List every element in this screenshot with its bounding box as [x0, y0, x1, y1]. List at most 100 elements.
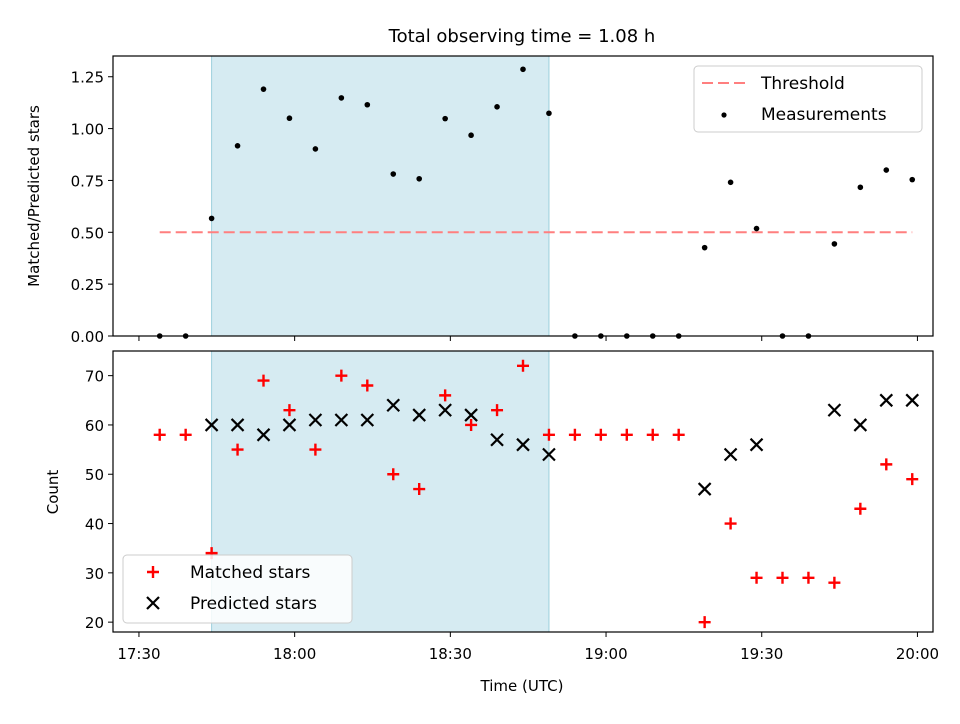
matched-star-point — [465, 418, 478, 431]
matched-star-point — [776, 571, 789, 584]
predicted-star-point — [360, 413, 375, 427]
predicted-star-point — [334, 413, 349, 427]
matched-star-point — [439, 389, 452, 402]
bottom-y-tick-label: 30 — [85, 565, 104, 583]
x-tick-label: 19:00 — [584, 645, 627, 663]
matched-star-point — [620, 428, 633, 441]
bottom-legend-box — [122, 554, 353, 624]
top-y-ticks: 0.00 0.25 0.50 0.75 1.00 1.25 — [71, 69, 113, 346]
legend-matched-swatch — [147, 566, 159, 578]
predicted-star-point — [697, 482, 712, 496]
matched-star-point — [880, 458, 893, 471]
matched-star-point — [802, 571, 815, 584]
measurement-point — [416, 175, 423, 182]
predicted-star-point — [827, 403, 842, 417]
predicted-star-point — [282, 418, 297, 432]
predicted-star-point — [490, 432, 504, 447]
predicted-star-point — [723, 447, 738, 462]
predicted-star-point — [308, 413, 323, 427]
predicted-star-point — [386, 398, 401, 413]
x-tick-label: 17:30 — [117, 645, 160, 663]
matched-star-point — [750, 571, 763, 584]
measurement-point — [857, 184, 864, 191]
predicted-star-point — [256, 428, 271, 442]
matched-star-point — [153, 428, 166, 441]
top-y-tick-label: 0.00 — [71, 328, 104, 346]
top-y-tick-label: 1.25 — [71, 69, 104, 87]
measurement-point — [260, 86, 267, 92]
measurement-points — [156, 66, 916, 339]
measurement-point — [883, 167, 890, 173]
measurement-point — [753, 225, 760, 232]
measurement-point — [364, 101, 371, 108]
matched-star-point — [517, 359, 529, 372]
bottom-y-tick-label: 60 — [85, 417, 104, 435]
top-y-tick-label: 0.75 — [71, 172, 104, 190]
measurement-point — [312, 146, 319, 152]
matched-star-point — [854, 502, 867, 515]
predicted-star-point — [749, 437, 764, 452]
top-y-axis-label: Matched/Predicted stars — [25, 105, 43, 287]
top-y-tick-label: 0.50 — [71, 224, 104, 242]
legend-measurements-label: Measurements — [761, 105, 887, 125]
measurement-point — [701, 244, 708, 251]
x-tick-label: 18:30 — [429, 645, 472, 663]
matched-star-point — [491, 404, 504, 417]
matched-star-point — [361, 379, 374, 392]
bottom-y-tick-label: 70 — [85, 368, 104, 386]
bottom-plot-frame — [112, 350, 934, 633]
x-tick-label: 18:00 — [273, 645, 316, 663]
predicted-star-point — [879, 393, 894, 408]
count-points — [153, 359, 920, 629]
matched-star-point — [309, 443, 322, 456]
bottom-y-tick-label: 20 — [85, 614, 104, 632]
bottom-y-ticks: 20 30 40 50 60 70 — [85, 368, 113, 632]
matched-star-point — [335, 369, 348, 382]
matched-star-point — [672, 428, 685, 441]
top-panel: Total observing time = 1.08 h Matched/Pr… — [25, 26, 934, 346]
legend-threshold-label: Threshold — [760, 74, 845, 94]
matched-star-point — [283, 404, 296, 417]
measurement-point — [208, 215, 215, 222]
bottom-y-axis-label: Count — [44, 470, 62, 515]
measurement-point — [494, 104, 500, 110]
legend-measurements-swatch — [721, 112, 727, 118]
predicted-star-point — [438, 403, 452, 417]
predicted-star-point — [853, 418, 868, 432]
top-y-tick-label: 0.25 — [71, 276, 104, 294]
chart-title: Total observing time = 1.08 h — [388, 26, 656, 47]
matched-star-point — [387, 468, 400, 481]
bottom-panel: Count Time (UTC) 20 30 40 50 60 70 17:30 18:00… — [44, 350, 939, 695]
measurement-point — [286, 115, 293, 122]
measurement-point — [909, 176, 916, 183]
x-axis-label: Time (UTC) — [480, 677, 564, 695]
predicted-star-point — [542, 447, 556, 462]
matched-star-point — [698, 616, 711, 629]
top-x-ticks — [138, 336, 918, 341]
matched-star-point — [724, 517, 737, 530]
measurement-point — [390, 171, 397, 177]
matched-star-point — [179, 428, 192, 441]
predicted-star-point — [464, 408, 478, 422]
matched-star-point — [828, 576, 841, 589]
measurement-point — [338, 95, 345, 101]
matched-star-point — [542, 428, 555, 441]
predicted-star-point — [905, 393, 920, 408]
top-plot-frame — [112, 55, 934, 337]
measurement-point — [442, 115, 448, 122]
legend-predicted-label: Predicted stars — [190, 594, 317, 614]
predicted-star-point — [516, 437, 530, 452]
matched-star-point — [413, 483, 426, 496]
top-y-tick-label: 1.00 — [71, 121, 104, 139]
matched-star-point — [231, 443, 244, 456]
bottom-y-tick-label: 50 — [85, 466, 104, 484]
matched-star-point — [646, 428, 659, 441]
measurement-point — [468, 132, 474, 139]
predicted-star-point — [230, 418, 245, 432]
x-tick-label: 19:30 — [740, 645, 783, 663]
bottom-y-tick-label: 40 — [85, 516, 104, 534]
bottom-legend: Matched stars Predicted stars — [122, 554, 353, 624]
bottom-x-ticks: 17:30 18:00 18:30 19:00 19:30 20:00 — [117, 632, 939, 663]
measurement-point — [831, 241, 838, 247]
predicted-star-point — [412, 408, 426, 422]
